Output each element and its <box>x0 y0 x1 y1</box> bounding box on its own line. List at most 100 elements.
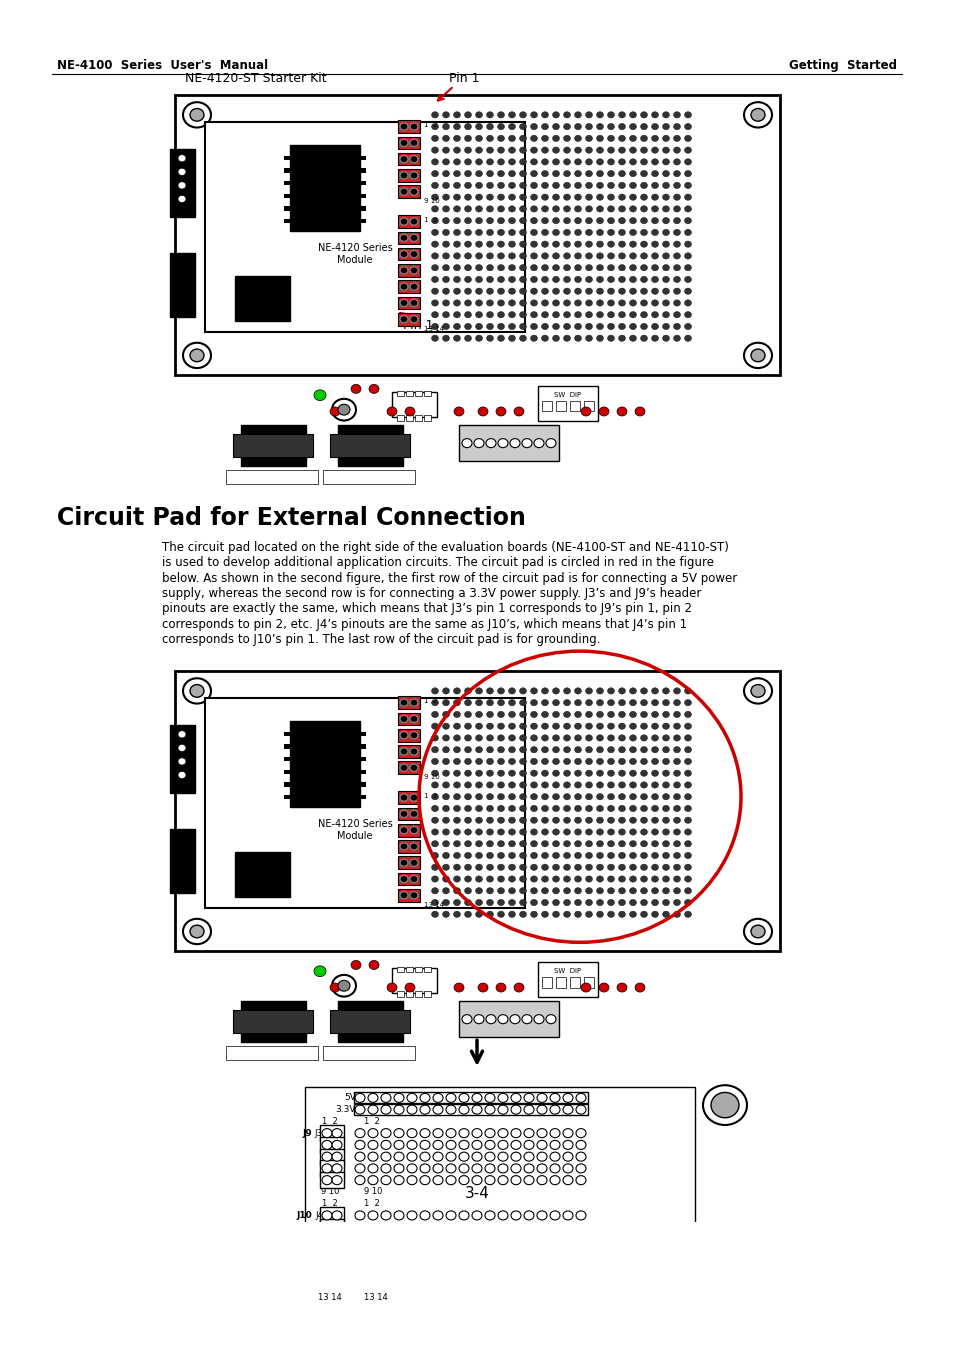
Circle shape <box>472 1223 481 1232</box>
Bar <box>396 415 403 420</box>
Circle shape <box>574 911 581 917</box>
Circle shape <box>541 805 548 812</box>
Circle shape <box>550 1282 559 1290</box>
Circle shape <box>368 1317 377 1325</box>
Circle shape <box>673 323 679 330</box>
Circle shape <box>508 911 515 917</box>
Circle shape <box>661 312 669 317</box>
Circle shape <box>508 782 515 788</box>
Circle shape <box>497 265 504 270</box>
Circle shape <box>442 230 449 235</box>
Circle shape <box>511 1163 520 1173</box>
Circle shape <box>618 312 625 317</box>
Bar <box>396 390 403 396</box>
Bar <box>569 401 579 412</box>
Circle shape <box>508 735 515 742</box>
Circle shape <box>322 1210 332 1220</box>
Circle shape <box>419 1282 430 1290</box>
Circle shape <box>380 1093 391 1102</box>
Bar <box>397 169 419 182</box>
Circle shape <box>380 1175 391 1185</box>
Circle shape <box>407 1128 416 1138</box>
Circle shape <box>508 230 515 235</box>
Bar <box>359 207 366 211</box>
Circle shape <box>508 900 515 905</box>
Bar <box>583 401 594 412</box>
Circle shape <box>484 1317 495 1325</box>
Circle shape <box>399 300 408 307</box>
Bar <box>226 470 317 484</box>
Circle shape <box>661 911 669 917</box>
Circle shape <box>661 840 669 847</box>
Circle shape <box>743 919 771 944</box>
Circle shape <box>639 865 647 870</box>
Circle shape <box>530 240 537 247</box>
Circle shape <box>475 300 482 307</box>
Circle shape <box>431 170 438 177</box>
Circle shape <box>458 1270 469 1279</box>
Circle shape <box>673 900 679 905</box>
Circle shape <box>618 875 625 882</box>
Circle shape <box>574 711 581 717</box>
Circle shape <box>673 240 679 247</box>
Circle shape <box>475 700 482 705</box>
Circle shape <box>431 265 438 270</box>
Circle shape <box>562 1282 573 1290</box>
Circle shape <box>394 1163 403 1173</box>
Bar <box>423 992 431 997</box>
Circle shape <box>576 1152 585 1161</box>
Circle shape <box>472 1305 481 1315</box>
Circle shape <box>475 205 482 212</box>
Circle shape <box>563 747 570 753</box>
Circle shape <box>431 735 438 742</box>
Circle shape <box>541 840 548 847</box>
Circle shape <box>380 1270 391 1279</box>
Circle shape <box>552 735 558 742</box>
Circle shape <box>442 700 449 705</box>
Circle shape <box>508 747 515 753</box>
Circle shape <box>673 711 679 717</box>
Circle shape <box>574 230 581 235</box>
Circle shape <box>475 312 482 317</box>
Bar <box>569 977 579 988</box>
Circle shape <box>661 735 669 742</box>
Circle shape <box>673 123 679 130</box>
Bar <box>284 219 290 223</box>
Text: 13 14: 13 14 <box>423 326 444 331</box>
Circle shape <box>519 312 526 317</box>
Circle shape <box>629 135 636 142</box>
Circle shape <box>399 155 408 162</box>
Circle shape <box>458 1282 469 1290</box>
Circle shape <box>497 276 504 282</box>
Circle shape <box>332 1223 341 1232</box>
Circle shape <box>484 1223 495 1232</box>
Text: SW  DIP: SW DIP <box>554 392 581 399</box>
Circle shape <box>537 1223 546 1232</box>
Circle shape <box>472 1258 481 1267</box>
Circle shape <box>511 1210 520 1220</box>
Circle shape <box>574 747 581 753</box>
Circle shape <box>673 195 679 200</box>
Bar <box>359 732 366 736</box>
Circle shape <box>743 103 771 127</box>
Circle shape <box>508 711 515 717</box>
Circle shape <box>684 817 691 823</box>
Circle shape <box>322 1246 332 1255</box>
Circle shape <box>537 1093 546 1102</box>
Circle shape <box>552 218 558 224</box>
Bar <box>284 782 290 786</box>
Circle shape <box>511 1270 520 1279</box>
Circle shape <box>563 240 570 247</box>
Circle shape <box>519 782 526 788</box>
Circle shape <box>552 195 558 200</box>
Circle shape <box>407 1105 416 1115</box>
Circle shape <box>607 230 614 235</box>
Circle shape <box>541 230 548 235</box>
Bar <box>359 169 366 173</box>
Circle shape <box>563 158 570 165</box>
Circle shape <box>596 770 603 777</box>
Bar <box>397 247 419 261</box>
Circle shape <box>596 205 603 212</box>
Circle shape <box>442 900 449 905</box>
Circle shape <box>585 300 592 307</box>
